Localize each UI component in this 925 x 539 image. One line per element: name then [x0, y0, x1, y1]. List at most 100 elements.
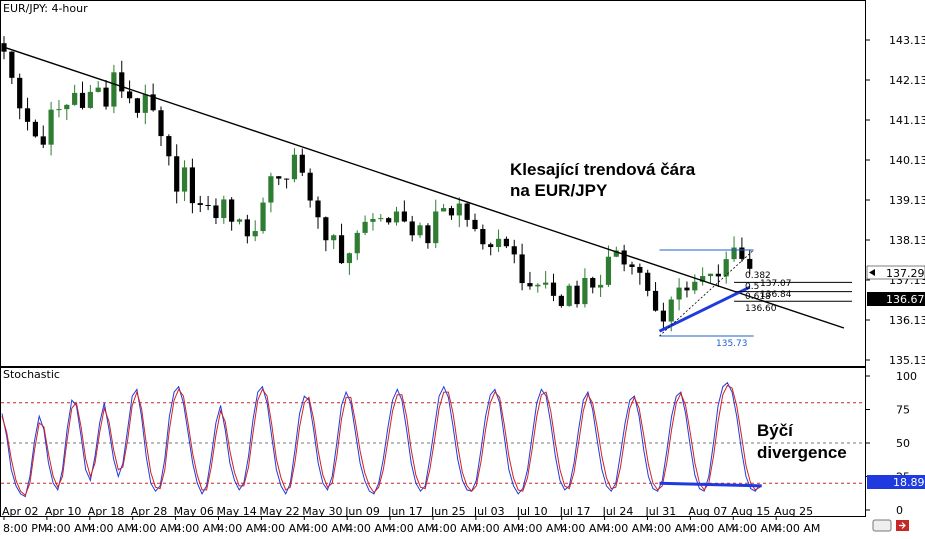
candle-body — [527, 283, 533, 287]
candle-body — [441, 208, 447, 212]
candle-body — [24, 108, 31, 122]
price-pane-frame — [0, 0, 866, 367]
candle-body — [574, 285, 580, 305]
candle-body — [417, 225, 423, 236]
candle-body — [645, 272, 651, 291]
fib-level-0618: 0.618 — [745, 292, 771, 302]
price-y-tick-label: 136.13 — [889, 314, 925, 327]
candle-body — [72, 92, 78, 105]
candle-body — [17, 77, 23, 109]
x-tick-date: May 06 — [174, 505, 214, 518]
candle-body — [87, 91, 93, 108]
stoch-y-tick-label: 100 — [896, 370, 917, 383]
candle-body — [213, 205, 219, 219]
stochastic-title: Stochastic — [3, 368, 60, 381]
candle-body — [747, 258, 753, 269]
annotation-divergence-line1: Býčí — [757, 421, 794, 440]
candle-body — [142, 94, 148, 113]
x-tick-time: 4:00 AM — [346, 522, 391, 535]
candle-body — [40, 136, 46, 145]
x-tick-time: 4:00 AM — [732, 522, 777, 535]
candle-body — [668, 299, 674, 322]
candle-body — [236, 219, 243, 222]
stoch-title-bg — [1, 368, 55, 381]
candle-body — [299, 154, 305, 173]
stochastic-series-line — [1, 384, 761, 497]
crosshair-price-label: 136.67 — [886, 293, 925, 306]
candle-body — [48, 109, 54, 145]
candle-body — [134, 98, 141, 113]
scroll-mode-icon[interactable] — [872, 519, 892, 532]
annotation-trendline-line2: na EUR/JPY — [510, 181, 608, 200]
candle-body — [362, 221, 368, 233]
candle-body — [229, 199, 235, 222]
candle-body — [401, 211, 407, 222]
candle-body — [119, 72, 125, 92]
candle-body — [605, 256, 612, 285]
x-tick-date: Aug 07 — [688, 505, 727, 518]
price-overlays — [3, 46, 852, 337]
candle-body — [495, 238, 502, 248]
axes: 143.13 142.13 141.13 140.13 139.13 138.13 137.… — [2, 34, 925, 535]
x-tick-time: 4:00 AM — [561, 522, 606, 535]
x-tick-time: 4:00 AM — [604, 522, 649, 535]
fib-low-label: 135.73 — [716, 339, 748, 349]
candle-body — [9, 51, 15, 78]
candle-body — [456, 203, 462, 216]
candle-body — [433, 211, 439, 244]
candle-body — [291, 154, 298, 180]
candle-body — [284, 178, 290, 180]
candle-body — [566, 285, 572, 306]
x-tick-time: 4:00 AM — [218, 522, 263, 535]
price-y-tick-label: 138.13 — [889, 234, 925, 247]
divergence-line — [659, 481, 762, 488]
candle-body — [558, 295, 564, 306]
candle-body — [550, 282, 557, 296]
candle-body — [260, 202, 266, 232]
x-tick-date: May 22 — [259, 505, 299, 518]
candle-body — [111, 72, 117, 107]
candle-body — [480, 229, 486, 245]
price-chart-title: EUR/JPY: 4-hour — [3, 2, 88, 15]
candle-body — [174, 156, 180, 192]
candle-body — [221, 199, 227, 219]
candle-body — [150, 94, 156, 111]
candle-body — [56, 109, 62, 111]
candle-body — [181, 167, 188, 192]
price-y-tick-label: 142.13 — [889, 74, 925, 87]
current-price-arrow-icon — [869, 269, 875, 276]
x-tick-time: 4:00 AM — [260, 522, 305, 535]
candle-body — [268, 176, 274, 203]
x-tick-time: 4:00 AM — [89, 522, 134, 535]
candle-body — [488, 244, 494, 248]
candle-body — [32, 121, 38, 137]
fib-price-0500: 136.84 — [760, 290, 792, 300]
x-tick-date: Apr 28 — [131, 505, 168, 518]
price-y-tick-label: 135.13 — [889, 354, 925, 367]
candle-body — [543, 282, 549, 285]
candle-body — [700, 276, 706, 282]
candle-body — [590, 277, 596, 288]
candle-body — [676, 287, 682, 300]
candle-body — [464, 203, 470, 220]
stoch-current-label: 18.89 — [893, 476, 925, 489]
annotation-trendline-line1: Klesající trendová čára — [510, 160, 696, 179]
candle-body — [127, 91, 133, 99]
candle-body — [95, 87, 101, 92]
candle-body — [652, 290, 659, 311]
stochastic-lines — [1, 381, 762, 498]
x-tick-date: Apr 10 — [45, 505, 82, 518]
candle-body — [511, 246, 517, 255]
x-tick-date: Apr 18 — [88, 505, 125, 518]
stoch-y-tick-label: 0 — [896, 504, 903, 517]
x-tick-date: Jul 03 — [473, 505, 505, 518]
x-tick-date: May 30 — [302, 505, 342, 518]
fib-level-0500: 0.5 — [745, 282, 759, 292]
candle-body — [613, 250, 619, 257]
candle-body — [629, 264, 635, 267]
candle-body — [715, 273, 721, 277]
x-tick-time: 4:00 AM — [518, 522, 563, 535]
x-tick-date: Jul 24 — [602, 505, 634, 518]
